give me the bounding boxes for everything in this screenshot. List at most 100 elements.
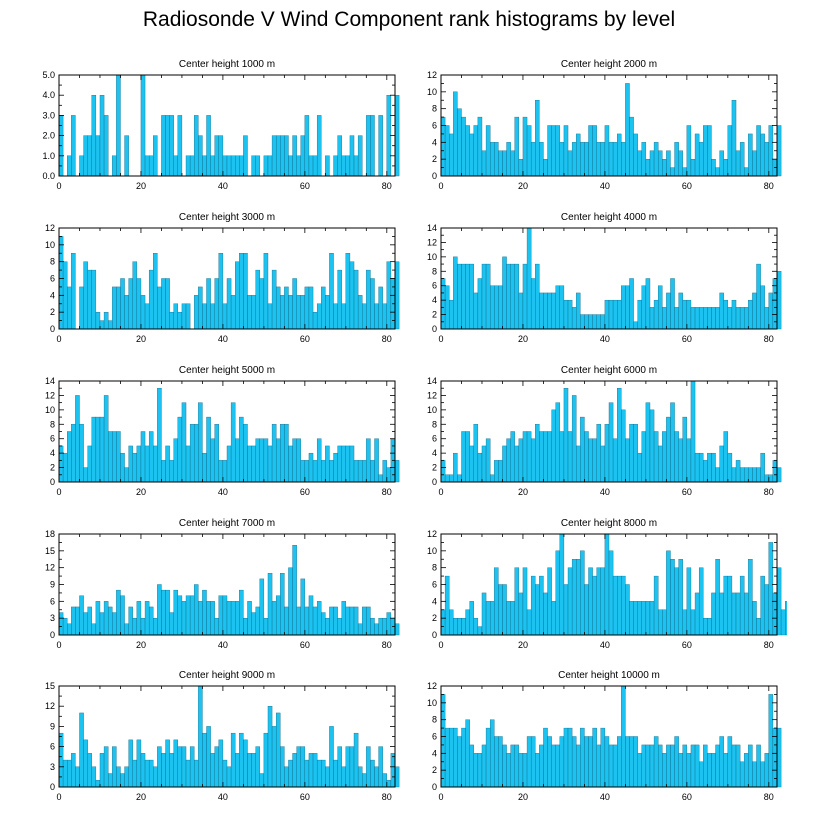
histogram-bar <box>206 726 211 788</box>
x-tick-label: 20 <box>518 181 528 191</box>
histogram-bar <box>296 295 301 330</box>
histogram-bar <box>91 623 97 636</box>
histogram-bar <box>453 91 458 177</box>
histogram-bar <box>173 739 179 788</box>
histogram-bar <box>345 606 351 636</box>
histogram-bar <box>153 135 158 177</box>
histogram-bar <box>235 155 240 177</box>
histogram-bar <box>588 567 593 636</box>
histogram-bar <box>457 108 462 177</box>
histogram-bar <box>214 424 219 483</box>
histogram-bar <box>449 474 454 483</box>
histogram-bar <box>510 150 515 177</box>
histogram-bar <box>230 402 236 483</box>
histogram-bar <box>321 612 326 636</box>
panel-title: Center height 10000 m <box>558 670 660 681</box>
histogram-bar <box>526 125 532 177</box>
histogram-bar <box>760 575 765 636</box>
histogram-bar <box>571 307 577 330</box>
histogram-bar <box>329 726 334 788</box>
histogram-bar <box>218 253 224 330</box>
histogram-bar <box>378 474 383 483</box>
histogram-bar <box>453 727 458 788</box>
histogram-bar <box>776 567 782 636</box>
histogram-bar <box>75 395 80 483</box>
x-tick-label: 40 <box>600 334 610 344</box>
x-tick-label: 80 <box>382 792 392 802</box>
histogram-bar <box>144 601 150 636</box>
histogram-bar <box>169 460 174 483</box>
histogram-bar <box>567 431 573 483</box>
histogram-bar <box>329 253 334 330</box>
histogram-bar <box>760 452 765 483</box>
histogram-bar <box>312 460 318 483</box>
histogram-bar <box>165 278 170 330</box>
histogram-bar <box>522 116 528 177</box>
x-tick-label: 0 <box>56 487 61 497</box>
histogram-bar <box>333 606 338 636</box>
histogram-bar <box>103 395 109 483</box>
histogram-bar <box>79 712 84 788</box>
histogram-bar <box>604 533 610 636</box>
histogram-bar <box>185 595 191 636</box>
histogram-bar <box>666 150 671 177</box>
histogram-bar <box>469 445 474 483</box>
histogram-bar <box>502 584 507 636</box>
histogram-bar <box>514 445 520 483</box>
histogram-bar <box>514 567 520 636</box>
y-tick-label: 2 <box>432 463 437 473</box>
histogram-bar <box>58 236 64 330</box>
histogram-bar <box>337 617 342 636</box>
histogram-bar <box>382 773 387 788</box>
histogram-bar <box>637 150 642 177</box>
x-tick-label: 80 <box>764 181 774 191</box>
histogram-bar <box>612 299 618 330</box>
histogram-bar <box>444 575 450 636</box>
histogram-bar <box>694 133 700 177</box>
histogram-bar <box>567 150 573 177</box>
histogram-bar <box>87 606 92 636</box>
histogram-bar <box>489 719 495 788</box>
y-tick-label: 0 <box>50 782 55 792</box>
histogram-bar <box>592 575 597 636</box>
histogram-bar <box>362 606 367 636</box>
histogram-bar <box>185 155 191 177</box>
histogram-bar <box>280 424 285 483</box>
histogram-bar <box>543 292 548 330</box>
histogram-bar <box>641 744 647 788</box>
histogram-bar <box>345 746 351 788</box>
histogram-bar <box>316 438 322 483</box>
histogram-bar <box>189 595 195 636</box>
histogram-bar <box>292 753 297 788</box>
histogram-bar <box>79 424 84 483</box>
histogram-bar <box>263 438 269 483</box>
x-tick-label: 80 <box>382 181 392 191</box>
histogram-bar <box>772 592 778 636</box>
histogram-bar <box>325 295 330 330</box>
histogram-bar <box>772 727 778 788</box>
histogram-bar <box>571 395 577 483</box>
histogram-bar <box>132 759 138 788</box>
histogram-bar <box>124 467 129 483</box>
panel-title: Center height 3000 m <box>179 212 275 223</box>
histogram-bar <box>222 155 228 177</box>
histogram-bar <box>235 261 240 330</box>
histogram-bar <box>645 158 651 177</box>
histogram-bar <box>555 744 561 788</box>
y-tick-label: 4 <box>432 448 437 458</box>
histogram-bar <box>485 727 491 788</box>
histogram-bar <box>674 736 679 788</box>
histogram-bar <box>596 142 601 177</box>
histogram-bar <box>194 295 199 330</box>
histogram-bar <box>206 115 211 177</box>
y-tick-label: 3 <box>50 613 55 623</box>
histogram-bar <box>444 727 450 788</box>
histogram-bar <box>678 292 683 330</box>
histogram-bar <box>333 759 338 788</box>
histogram-bar <box>173 155 179 177</box>
y-tick-label: 6 <box>432 121 437 131</box>
histogram-bar <box>136 601 142 636</box>
histogram-bar <box>148 431 154 483</box>
x-tick-label: 60 <box>682 487 692 497</box>
histogram-bar <box>235 438 240 483</box>
